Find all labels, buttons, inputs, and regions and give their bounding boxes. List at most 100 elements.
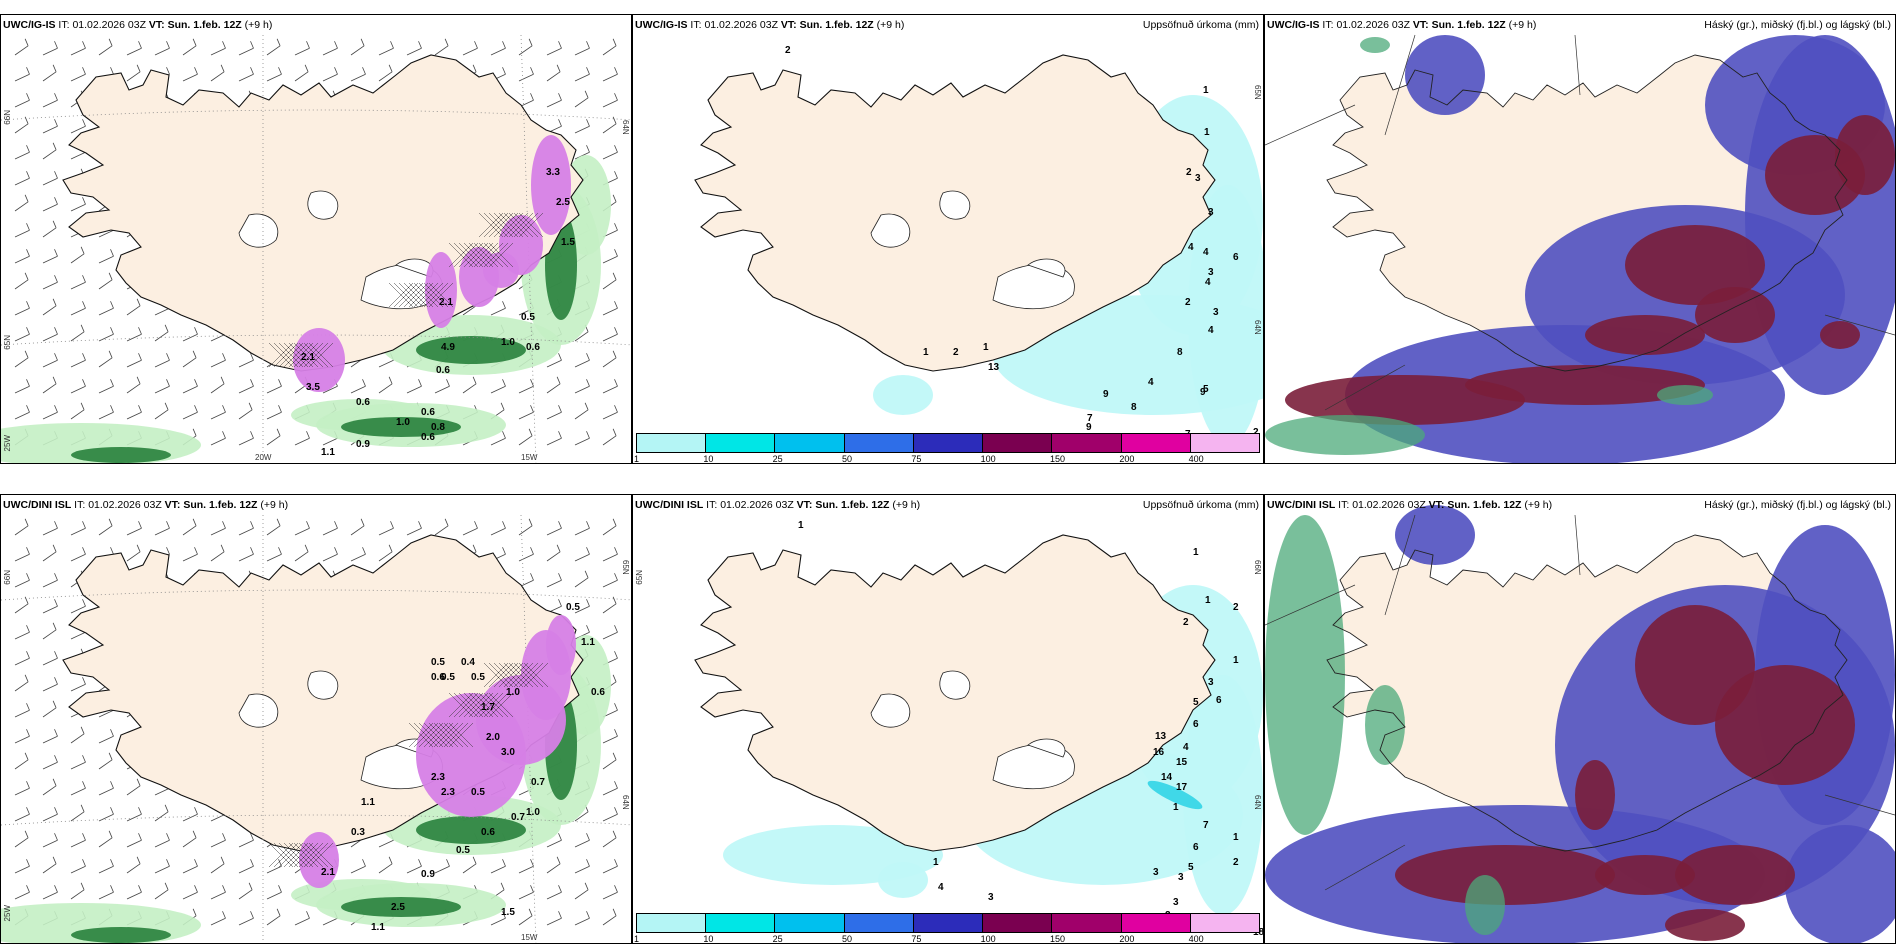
map-canvas	[1265, 495, 1895, 943]
panel-dini-cloud: UWC/DINI ISL IT: 01.02.2026 03Z VT: Sun.…	[1264, 494, 1896, 944]
panel-dini-accum: 111221365613151416417176533312143218 UWC…	[632, 494, 1264, 944]
value-label: 9	[1086, 422, 1092, 433]
legend-tick: 75	[911, 934, 922, 944]
lat-label: 66N	[3, 570, 12, 585]
value-label: 2.5	[556, 197, 570, 208]
value-label: 0.5	[441, 672, 455, 683]
value-label: 0.7	[511, 812, 525, 823]
lat-label: 65N	[621, 560, 630, 575]
legend-swatch	[983, 434, 1053, 452]
value-label: 2.3	[431, 772, 445, 783]
value-label: 4	[1205, 277, 1211, 288]
value-label: 1	[1203, 85, 1209, 96]
legend-tick: 150	[1050, 934, 1066, 944]
accum-legend: 1 10 25 50 75 100 150 200 400	[634, 913, 1260, 944]
value-label: 3.3	[546, 167, 560, 178]
legend-swatch	[1121, 914, 1191, 932]
legend-tick: 100	[980, 454, 996, 464]
value-label: 3	[1213, 307, 1219, 318]
legend-swatch	[844, 914, 914, 932]
value-label: 2.0	[486, 732, 500, 743]
legend-colorbar	[636, 913, 1260, 933]
value-label: 0.3	[351, 827, 365, 838]
map-canvas: 21123344364234897459897221131	[633, 15, 1263, 463]
legend-tick: 75	[911, 454, 922, 464]
legend-tick: 1	[634, 934, 640, 944]
value-label: 0.6	[431, 672, 445, 683]
value-label: 1.1	[371, 922, 385, 933]
value-label: 0.9	[356, 439, 370, 450]
panel-ig-accum: 21123344364234897459897221131 UWC/IG-IS …	[632, 14, 1264, 464]
value-label: 3	[1173, 897, 1179, 908]
lat-label: 64N	[621, 120, 630, 135]
value-label: 4	[1208, 325, 1214, 336]
value-label: 9	[1103, 389, 1109, 400]
lon-label: 20W	[255, 453, 272, 462]
value-label: 0.5	[456, 845, 470, 856]
panel-ig-cloud: UWC/IG-IS IT: 01.02.2026 03Z VT: Sun. 1.…	[1264, 14, 1896, 464]
value-label: 1.0	[526, 807, 540, 818]
value-label: 5	[1188, 862, 1194, 873]
value-label: 3	[1208, 207, 1214, 218]
value-label: 13	[988, 362, 1000, 373]
legend-swatch	[913, 434, 984, 452]
lat-label: 65N	[1253, 85, 1262, 100]
value-label: 2.1	[321, 867, 335, 878]
value-label: 1	[1205, 595, 1211, 606]
value-label: 1.1	[361, 797, 375, 808]
value-label: 2	[1183, 617, 1189, 628]
legend-tick: 400	[1188, 454, 1204, 464]
legend-swatch	[706, 434, 776, 452]
legend-swatch	[706, 914, 776, 932]
value-label: 2	[1185, 297, 1191, 308]
value-label: 0.5	[471, 672, 485, 683]
value-label: 7	[1203, 820, 1209, 831]
legend-swatch	[983, 914, 1053, 932]
legend-tick: 400	[1188, 934, 1204, 944]
value-label: 3	[1178, 872, 1184, 883]
value-label: 1	[1173, 802, 1179, 813]
value-label: 2	[785, 45, 791, 56]
lon-label: 25W	[3, 435, 12, 452]
value-label: 6	[1193, 719, 1199, 730]
legend-swatch	[1052, 914, 1122, 932]
value-label: 0.9	[421, 869, 435, 880]
value-label: 2	[1233, 602, 1239, 613]
value-label: 8	[1177, 347, 1183, 358]
value-label: 15	[1176, 757, 1188, 768]
legend-tick: 10	[703, 934, 714, 944]
value-label: 0.6	[421, 432, 435, 443]
value-label: 1.1	[321, 447, 335, 458]
value-label: 3	[1153, 867, 1159, 878]
value-label: 0.6	[591, 687, 605, 698]
lat-label: 64N	[621, 795, 630, 810]
value-label: 8	[1131, 402, 1137, 413]
value-label: 17	[1176, 782, 1188, 793]
legend-swatch	[844, 434, 914, 452]
value-label: 3.0	[501, 747, 515, 758]
value-label: 6	[1193, 842, 1199, 853]
legend-tick: 25	[772, 934, 783, 944]
value-label: 1	[1233, 832, 1239, 843]
accum-legend: 1 10 25 50 75 100 150 200 400	[634, 433, 1260, 464]
legend-swatch	[1190, 434, 1259, 452]
value-label: 2.1	[439, 297, 453, 308]
legend-colorbar	[636, 433, 1260, 453]
legend-swatch	[1190, 914, 1259, 932]
value-label: 2.3	[441, 787, 455, 798]
map-canvas: 0.50.50.40.50.61.71.02.03.02.32.3 0.50.71…	[1, 495, 631, 943]
legend-tick: 150	[1050, 454, 1066, 464]
value-label: 1.5	[561, 237, 575, 248]
map-canvas: 111221365613151416417176533312143218	[633, 495, 1263, 943]
lat-label: 64N	[1253, 795, 1262, 810]
value-label: 0.5	[566, 602, 580, 613]
value-label: 0.5	[521, 312, 535, 323]
value-label: 1	[933, 857, 939, 868]
value-label: 1.5	[501, 907, 515, 918]
legend-tick: 100	[980, 934, 996, 944]
value-label: 3	[988, 892, 994, 903]
lat-label: 65N	[635, 570, 644, 585]
value-label: 0.8	[431, 422, 445, 433]
value-label: 2	[953, 347, 959, 358]
value-label: 16	[1153, 747, 1165, 758]
